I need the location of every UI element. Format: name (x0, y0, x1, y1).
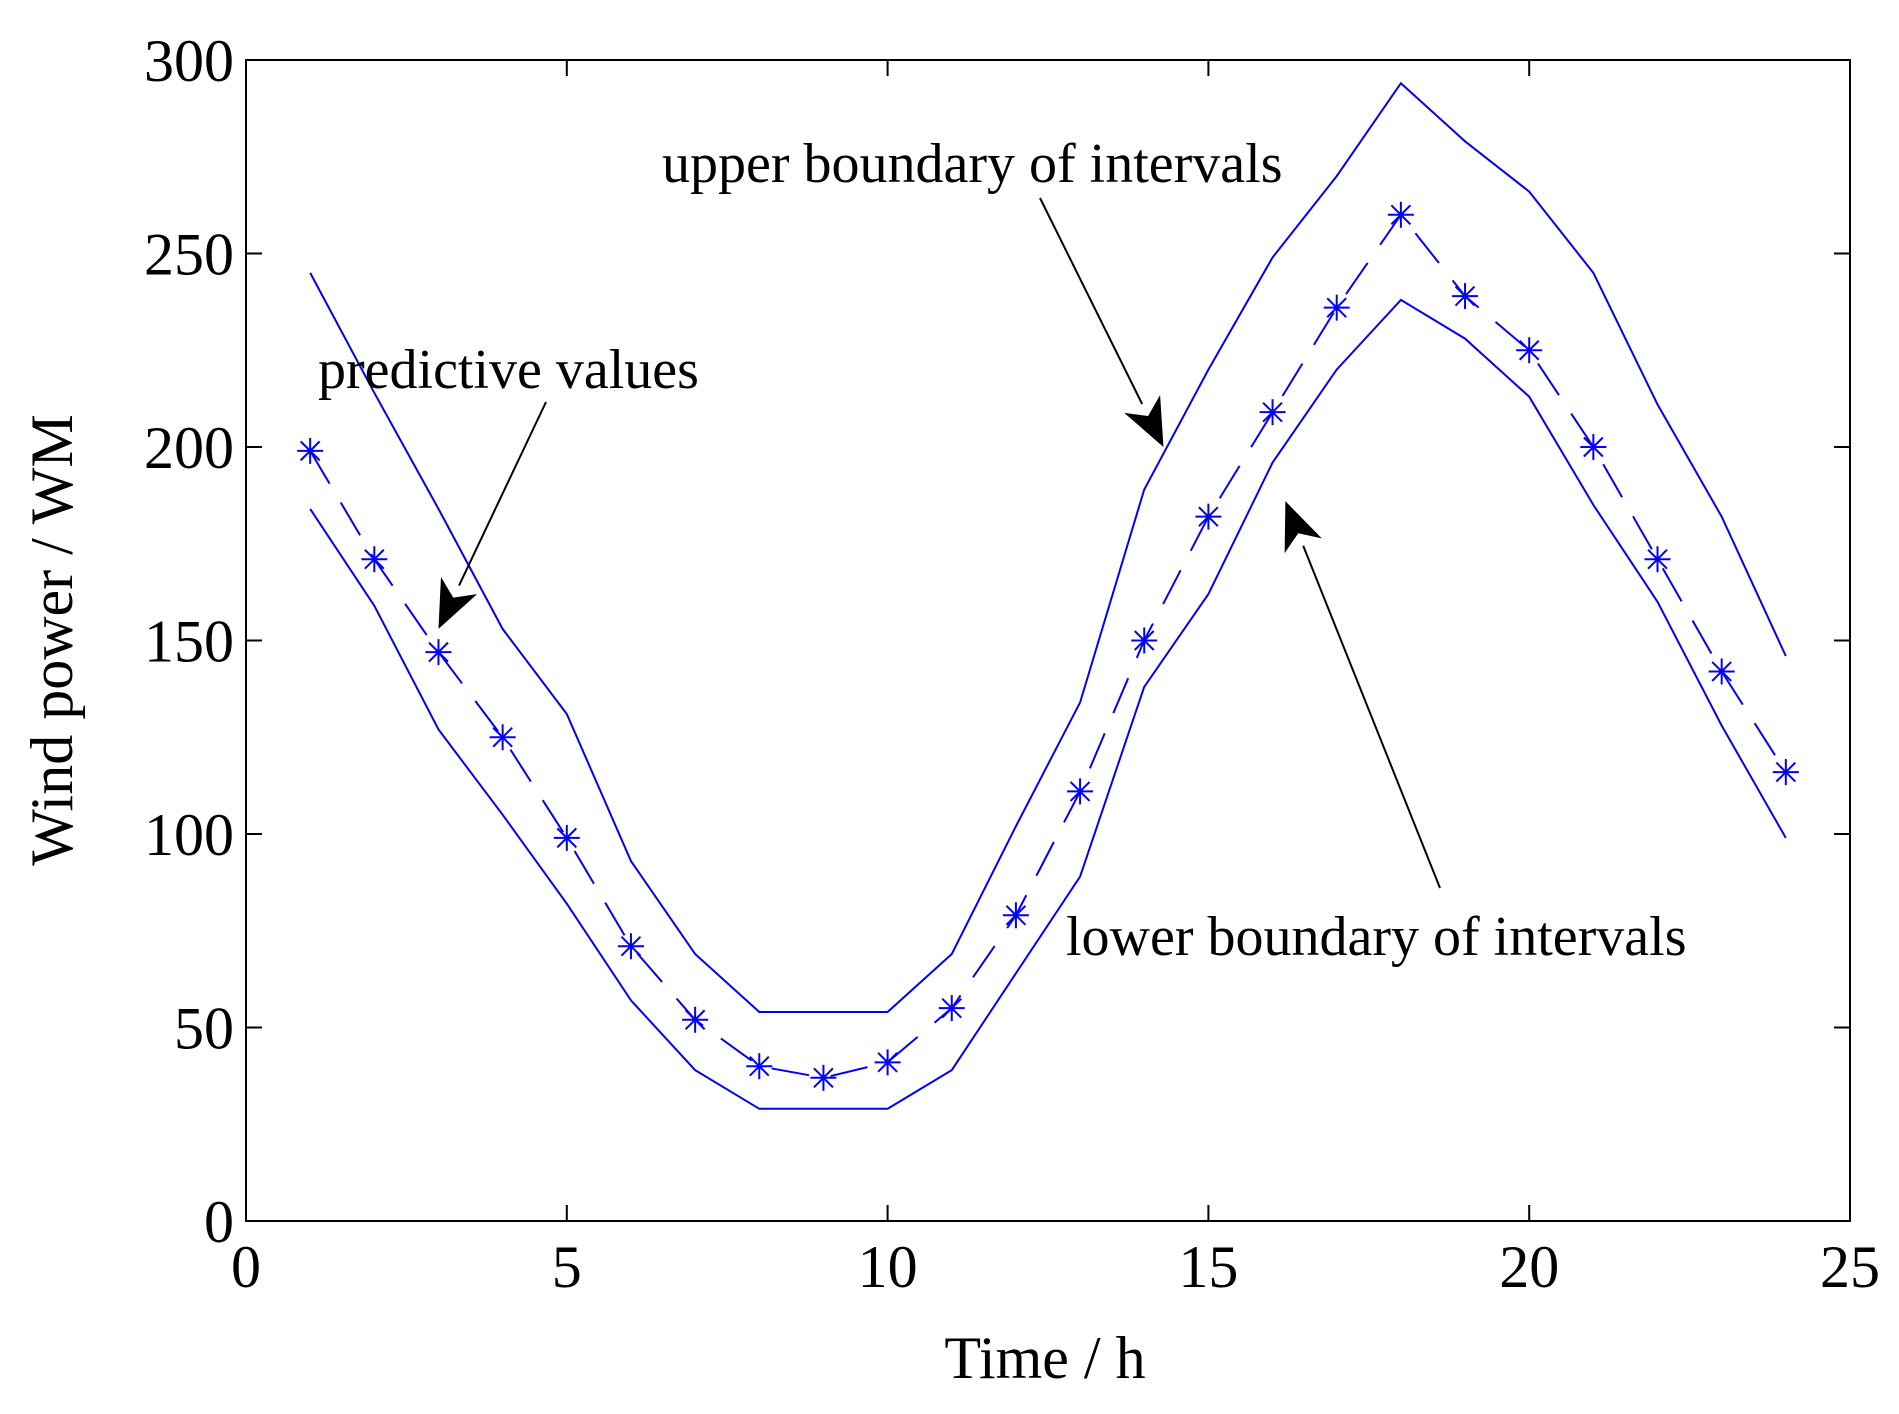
x-tick-label: 15 (1178, 1234, 1238, 1300)
x-axis-label: Time / h (944, 1325, 1145, 1391)
series-layer (297, 81, 1799, 1110)
plot-frame (245, 59, 1851, 1222)
y-tick-label: 250 (144, 222, 234, 288)
annotation-arrowhead-lower-boundary-of-intervals (1284, 501, 1322, 554)
data-point-predictive-values (1323, 294, 1350, 321)
y-axis-label: Wind power / WM (19, 414, 85, 865)
data-point-predictive-values (874, 1049, 901, 1076)
y-tick-label: 150 (144, 609, 234, 675)
series-line-upper-boundary-of-intervals (309, 81, 1787, 1013)
data-point-predictive-values (682, 1006, 709, 1033)
data-point-predictive-values (1131, 627, 1158, 654)
data-point-predictive-values (553, 824, 580, 851)
x-tick-label: 25 (1820, 1234, 1880, 1300)
y-tick-label: 200 (144, 415, 234, 481)
y-tick-label: 300 (144, 28, 234, 94)
data-point-predictive-values (938, 995, 965, 1022)
data-point-predictive-values (1259, 399, 1286, 426)
data-point-predictive-values (1195, 503, 1222, 530)
data-point-predictive-values (1708, 658, 1735, 685)
annotation-predictive-values: predictive values (318, 339, 699, 401)
data-point-predictive-values (1387, 201, 1414, 228)
data-point-predictive-values (1644, 546, 1671, 573)
data-point-predictive-values (1452, 283, 1479, 310)
data-point-predictive-values (810, 1064, 837, 1091)
data-point-predictive-values (361, 546, 388, 573)
annotation-arrowhead-predictive-values (438, 576, 478, 629)
annotation-arrowhead-upper-boundary-of-intervals (1124, 395, 1164, 447)
annotation-arrow-upper-boundary-of-intervals (1039, 197, 1144, 405)
x-tick-label: 10 (858, 1234, 918, 1300)
data-point-predictive-values (617, 933, 644, 960)
data-point-predictive-values (1580, 434, 1607, 460)
data-point-predictive-values (746, 1053, 773, 1080)
annotation-upper-boundary-of-intervals: upper boundary of intervals (662, 133, 1282, 195)
data-point-predictive-values (489, 724, 516, 751)
data-point-predictive-values (297, 437, 324, 464)
x-tick-label: 5 (552, 1234, 582, 1300)
series-line-lower-boundary-of-intervals (309, 298, 1787, 1110)
annotation-arrow-lower-boundary-of-intervals (1302, 545, 1441, 889)
x-tick-label: 0 (231, 1234, 261, 1300)
annotation-lower-boundary-of-intervals: lower boundary of intervals (1066, 906, 1686, 968)
data-point-predictive-values (1516, 337, 1543, 364)
annotation-arrow-predictive-values (458, 401, 547, 586)
data-point-predictive-values (1772, 759, 1799, 786)
y-tick-label: 0 (204, 1189, 234, 1255)
data-point-predictive-values (1067, 778, 1094, 805)
series-line-predictive-values (309, 213, 1787, 1079)
y-tick-label: 100 (144, 802, 234, 868)
y-tick-label: 50 (174, 996, 234, 1062)
x-tick-label: 20 (1499, 1234, 1559, 1300)
data-point-predictive-values (425, 639, 452, 666)
data-point-predictive-values (1002, 902, 1029, 929)
annotation-layer: upper boundary of intervals predictive va… (318, 133, 1686, 968)
